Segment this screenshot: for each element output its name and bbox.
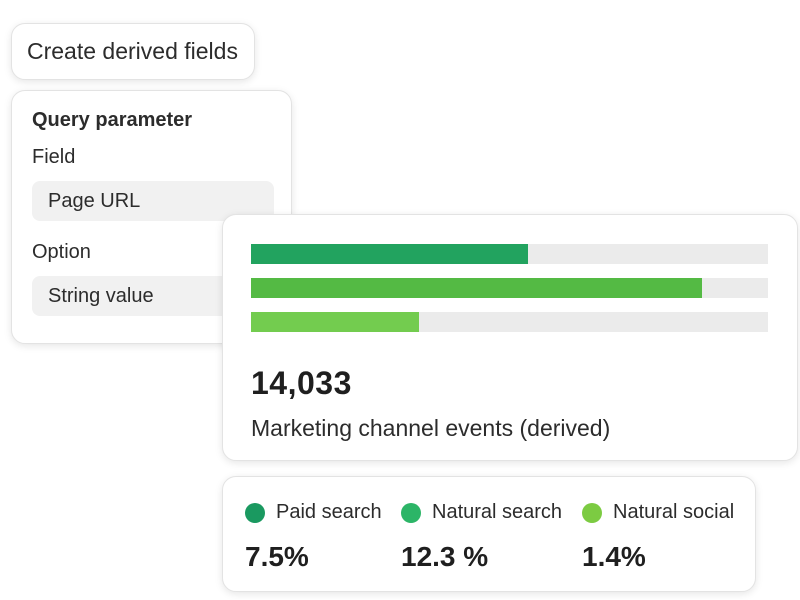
legend-item-natural-social: Natural social 1.4% [582,501,734,573]
legend-value-paid-search: 7.5% [245,541,309,572]
legend-item-paid-search: Paid search 7.5% [245,501,382,573]
create-derived-fields-button[interactable]: Create derived fields [11,23,255,80]
query-parameter-title: Query parameter [32,109,193,131]
bar-fill-natural-social [251,312,420,332]
legend-row: Paid search 7.5% Natural search 12.3 % N… [245,501,755,591]
legend-dot-paid-search [245,502,265,523]
legend-dot-natural-social [582,502,602,523]
field-select-value: Page URL [48,189,141,212]
bar-track-paid-search [251,244,768,264]
legend-label-natural-social: Natural social [613,501,735,523]
legend-label-natural-search: Natural search [432,501,563,523]
option-label: Option [32,241,91,263]
legend-value-natural-search: 12.3 % [401,541,489,572]
option-select-value: String value [48,284,154,307]
field-label: Field [32,146,76,168]
legend-dot-natural-search [401,502,421,523]
channel-legend-card: Paid search 7.5% Natural search 12.3 % N… [222,476,756,592]
marketing-channel-metric-card: 14,033 Marketing channel events (derived… [222,214,798,461]
bar-track-natural-social [251,312,768,332]
metric-value: 14,033 [251,365,352,401]
bar-fill-paid-search [251,244,528,264]
legend-item-natural-search: Natural search 12.3 % [401,501,562,573]
legend-label-paid-search: Paid search [276,501,382,523]
legend-value-natural-social: 1.4% [582,541,646,572]
field-select[interactable]: Page URL [32,181,274,221]
metric-label: Marketing channel events (derived) [251,415,611,441]
bar-track-natural-search [251,278,768,298]
bar-fill-natural-search [251,278,702,298]
create-derived-fields-label: Create derived fields [27,38,238,64]
